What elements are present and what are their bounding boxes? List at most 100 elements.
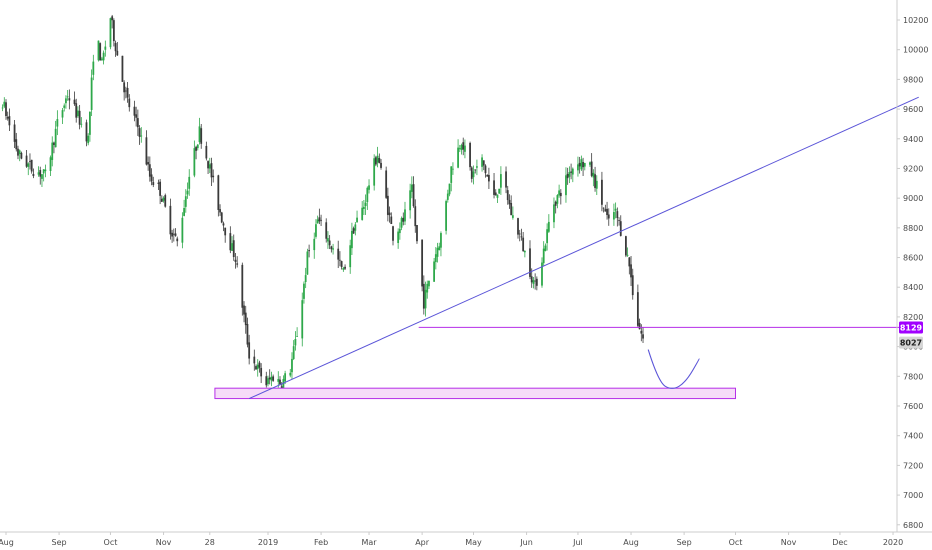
candle-body [291, 358, 293, 373]
candle-body [51, 142, 54, 160]
candle [606, 201, 608, 220]
candle-body [282, 378, 285, 393]
rising-trendline[interactable] [248, 96, 919, 400]
candle [378, 153, 381, 164]
candle-body [484, 165, 487, 174]
candle [565, 167, 567, 203]
candle-body [188, 176, 191, 189]
candle [352, 226, 355, 234]
x-tick-label: Jun [519, 538, 533, 547]
candle [325, 218, 328, 243]
candle [601, 171, 603, 212]
candle [472, 165, 475, 185]
candle [303, 281, 305, 304]
candle-body [534, 280, 537, 282]
candle [198, 117, 201, 145]
candle-body [532, 280, 535, 284]
candle [571, 167, 574, 183]
candle [133, 100, 136, 122]
y-tick-label: 7400 [903, 432, 923, 441]
candle-body [27, 163, 30, 167]
candle [332, 243, 334, 255]
candle [208, 157, 211, 174]
candle [301, 292, 304, 347]
candle [356, 210, 358, 223]
candle [517, 217, 519, 239]
candle [63, 103, 66, 112]
candle-body [18, 150, 21, 154]
candle [546, 223, 549, 251]
candle-body [450, 166, 453, 183]
candle-body [208, 164, 211, 169]
candle-body [630, 264, 632, 278]
candle-body [481, 157, 483, 167]
y-tick-label: 9000 [903, 194, 923, 203]
candle [296, 327, 299, 337]
candle [556, 194, 559, 209]
candle-body [135, 114, 138, 118]
candle [44, 164, 47, 178]
candle-body [506, 190, 509, 201]
candle-body [474, 169, 477, 171]
candle [470, 166, 473, 183]
candle-body [148, 164, 151, 177]
time-axis[interactable]: Aug Sep Oct Nov 28 2019 Feb Mar Apr May Jun Jul Aug S… [0, 531, 932, 547]
candle-body [363, 206, 365, 209]
candle [460, 143, 463, 155]
candle-body [388, 212, 391, 216]
candle [3, 97, 6, 109]
candle-body [8, 116, 11, 126]
candle-body [41, 174, 43, 179]
candle [340, 260, 343, 270]
candle-body [496, 194, 499, 198]
candle [376, 146, 379, 168]
candle-body [628, 257, 631, 267]
candle-body [604, 209, 607, 212]
candle [85, 119, 88, 147]
candle-body [306, 251, 309, 275]
candle [320, 214, 322, 227]
candle [580, 155, 583, 171]
candle [642, 327, 644, 343]
candle-body [224, 227, 227, 236]
y-tick-label: 9400 [903, 135, 923, 144]
candle [51, 136, 54, 167]
candle [97, 40, 100, 62]
candle-body [518, 233, 521, 235]
candle [577, 156, 579, 177]
candle [73, 91, 76, 106]
candle [308, 244, 310, 258]
candle [494, 189, 497, 196]
candle [42, 169, 45, 182]
candle-body [421, 239, 424, 287]
candle [404, 201, 406, 226]
candle [482, 160, 485, 171]
candle-body [510, 202, 513, 216]
candle-body [366, 187, 369, 203]
x-tick-label: 28 [205, 538, 215, 547]
candle [116, 41, 119, 56]
candle-body [20, 152, 23, 159]
projection-curve[interactable] [647, 349, 701, 389]
candle [523, 250, 526, 258]
x-tick-label: Aug [0, 538, 14, 547]
candle-body [6, 117, 9, 119]
y-tick-label: 10000 [903, 46, 928, 55]
candle-body [265, 376, 268, 386]
candle-body [436, 247, 439, 257]
candle [54, 120, 57, 148]
support-zone-rectangle[interactable] [214, 387, 736, 400]
candle-body [174, 233, 177, 236]
x-tick-label: 2019 [258, 538, 278, 547]
candle [558, 184, 561, 198]
y-tick-label: 8200 [903, 313, 923, 322]
candle [37, 166, 40, 177]
candle [554, 200, 557, 214]
candle-body [578, 162, 581, 167]
y-tick-label: 8800 [903, 224, 923, 233]
candle-body [207, 161, 209, 169]
x-tick-label: Jul [572, 538, 583, 547]
candle [236, 256, 239, 268]
